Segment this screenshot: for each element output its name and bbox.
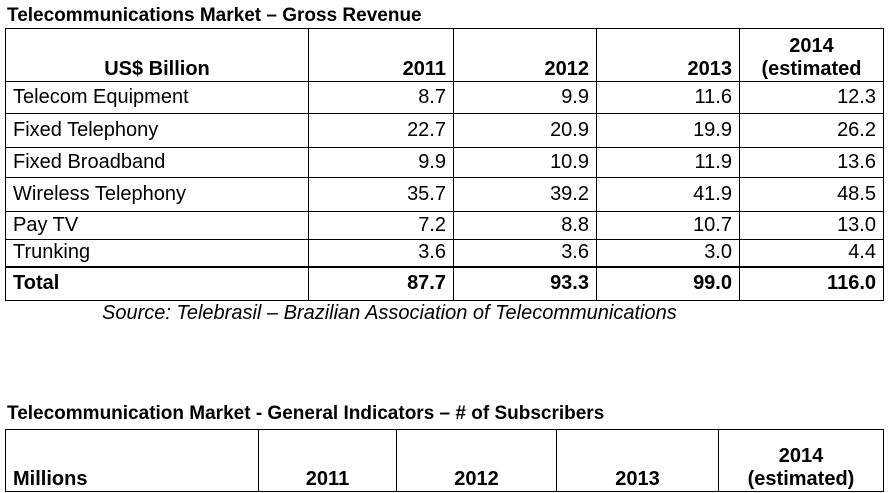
cell-value: 26.2 (739, 113, 884, 148)
revenue-table-title: Telecommunications Market – Gross Revenu… (7, 5, 422, 26)
total-label: Total (5, 265, 309, 301)
header-year-estimated: 2014 (estimated (739, 28, 884, 82)
cell-value: 22.7 (308, 113, 454, 148)
table-row: Telecom Equipment 8.7 9.9 11.6 12.3 (5, 81, 884, 114)
header-year-2011: 2011 (308, 28, 454, 82)
subscribers-table-title: Telecommunication Market - General Indic… (7, 403, 605, 424)
row-label: Trunking (5, 239, 309, 267)
cell-value: 8.8 (453, 211, 597, 240)
row-label: Wireless Telephony (5, 177, 309, 212)
table-row: Wireless Telephony 35.7 39.2 41.9 48.5 (5, 177, 884, 212)
cell-value: 9.9 (308, 147, 454, 178)
cell-value: 35.7 (308, 177, 454, 212)
header-year-2012: 2012 (453, 28, 597, 82)
total-value: 116.0 (739, 265, 884, 301)
cell-value: 12.3 (739, 81, 884, 114)
total-row: Total 87.7 93.3 99.0 116.0 (5, 265, 884, 301)
header-year-2013: 2013 (596, 28, 740, 82)
header-year-2013: 2013 (556, 429, 719, 492)
row-label: Fixed Broadband (5, 147, 309, 178)
total-value: 99.0 (596, 265, 740, 301)
cell-value: 7.2 (308, 211, 454, 240)
header-est-year: 2014 (778, 445, 824, 467)
cell-value: 41.9 (596, 177, 740, 212)
cell-value: 8.7 (308, 81, 454, 114)
cell-value: 19.9 (596, 113, 740, 148)
header-year-2012: 2012 (396, 429, 557, 492)
subscribers-header-row: Millions 2011 2012 2013 2014 (estimated) (5, 429, 884, 492)
cell-value: 3.0 (596, 239, 740, 267)
cell-value: 13.0 (739, 211, 884, 240)
total-value: 93.3 (453, 265, 597, 301)
cell-value: 39.2 (453, 177, 597, 212)
cell-value: 4.4 (739, 239, 884, 267)
header-est-note: (estimated) (747, 468, 855, 490)
subscribers-table: Millions 2011 2012 2013 2014 (estimated) (5, 429, 884, 492)
cell-value: 11.6 (596, 81, 740, 114)
cell-value: 20.9 (453, 113, 597, 148)
total-value: 87.7 (308, 265, 454, 301)
revenue-header-row: US$ Billion 2011 2012 2013 2014 (estimat… (5, 28, 884, 82)
row-label: Fixed Telephony (5, 113, 309, 148)
revenue-table: US$ Billion 2011 2012 2013 2014 (estimat… (5, 28, 884, 301)
header-year-estimated: 2014 (estimated) (718, 429, 884, 492)
row-label: Pay TV (5, 211, 309, 240)
header-year-2011: 2011 (258, 429, 397, 492)
cell-value: 11.9 (596, 147, 740, 178)
cell-value: 9.9 (453, 81, 597, 114)
table-row: Trunking 3.6 3.6 3.0 4.4 (5, 239, 884, 267)
header-est-year: 2014 (789, 35, 834, 57)
cell-value: 3.6 (308, 239, 454, 267)
cell-value: 48.5 (739, 177, 884, 212)
cell-value: 13.6 (739, 147, 884, 178)
header-label: US$ Billion (5, 28, 309, 82)
cell-value: 3.6 (453, 239, 597, 267)
header-est-note: (estimated (761, 58, 862, 80)
table-row: Fixed Broadband 9.9 10.9 11.9 13.6 (5, 147, 884, 178)
header-label: Millions (5, 429, 259, 492)
source-note: Source: Telebrasil – Brazilian Associati… (102, 302, 677, 324)
cell-value: 10.7 (596, 211, 740, 240)
table-row: Fixed Telephony 22.7 20.9 19.9 26.2 (5, 113, 884, 148)
row-label: Telecom Equipment (5, 81, 309, 114)
table-row: Pay TV 7.2 8.8 10.7 13.0 (5, 211, 884, 240)
cell-value: 10.9 (453, 147, 597, 178)
